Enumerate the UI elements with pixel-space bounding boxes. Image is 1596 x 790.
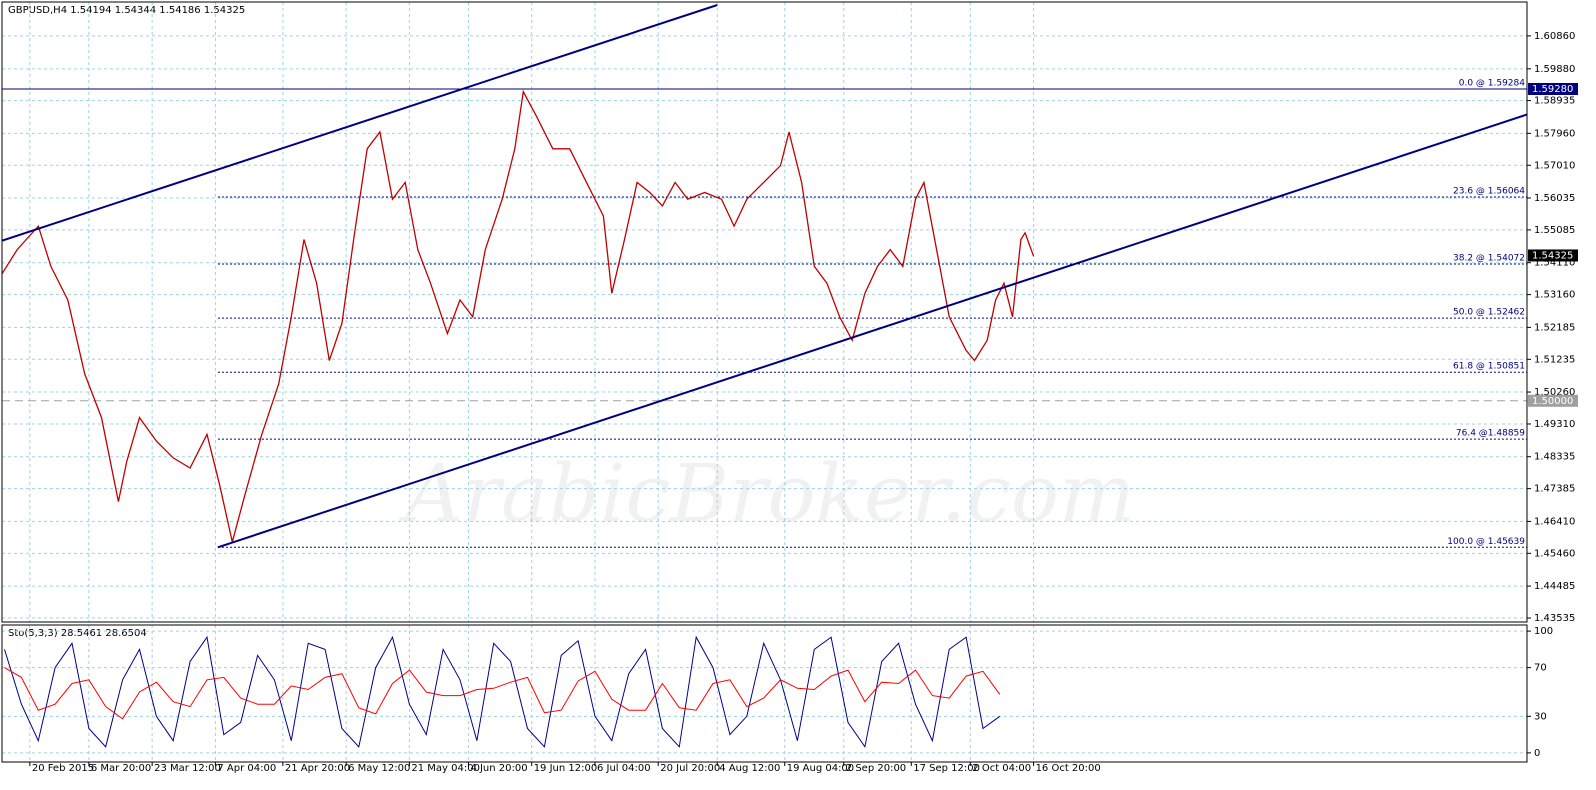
y-tick-label: 1.52185	[1534, 322, 1575, 333]
y-tick-label: 1.56035	[1534, 193, 1575, 204]
y-tick-label: 1.43535	[1534, 613, 1575, 624]
trendline	[2, 4, 718, 242]
panel-frame	[1, 624, 1528, 763]
x-tick-label: 20 Feb 2015	[32, 763, 94, 774]
y-tick-label: 1.53160	[1534, 290, 1575, 301]
x-tick-label: 6 Jul 04:00	[597, 763, 651, 774]
y-tick-label: 1.47385	[1534, 484, 1575, 495]
x-tick-label: 2 Oct 04:00	[972, 763, 1031, 774]
y-tick-label: 1.48335	[1534, 452, 1575, 463]
trendline	[217, 113, 1527, 549]
y-tick-label: 1.57010	[1534, 160, 1575, 171]
y-tick-label: 1.54110	[1534, 258, 1575, 269]
y-tick-label: 100	[1534, 626, 1553, 637]
price-box-label: 1.50000	[1532, 396, 1573, 407]
plot-area	[2, 2, 1527, 622]
oscillator-line	[4, 635, 1001, 749]
y-tick-label: 1.49310	[1534, 419, 1575, 430]
fib-label: 50.0 @ 1.52462	[1453, 308, 1525, 318]
y-tick-label: 1.51235	[1534, 354, 1575, 365]
x-tick-label: 23 Mar 12:00	[154, 763, 221, 774]
y-tick-label: 1.60860	[1534, 31, 1575, 42]
panel-frame	[1, 1, 1528, 623]
panel	[1, 624, 1528, 763]
fib-label: 100.0 @ 1.45639	[1447, 537, 1525, 547]
y-tick-label: 30	[1534, 711, 1547, 722]
x-tick-label: 16 Oct 20:00	[1036, 763, 1101, 774]
price-box	[1528, 249, 1578, 262]
price-box-label: 1.54325	[1532, 250, 1573, 261]
x-tick-label: 19 Aug 04:00	[787, 763, 854, 774]
x-tick-label: 4 Jun 20:00	[470, 763, 527, 774]
x-tick-label: 19 Jun 12:00	[534, 763, 598, 774]
y-tick-label: 1.50260	[1534, 387, 1575, 398]
y-tick-label: 1.46410	[1534, 516, 1575, 527]
x-tick-label: 2 Sep 20:00	[846, 763, 906, 774]
price-line	[2, 89, 1035, 543]
fib-label: 61.8 @ 1.50851	[1453, 362, 1525, 372]
y-tick-label: 70	[1534, 663, 1547, 674]
x-tick-label: 7 Apr 04:00	[217, 763, 276, 774]
x-tick-label: 6 Mar 20:00	[91, 763, 151, 774]
y-tick-label: 0	[1534, 748, 1540, 759]
x-tick-label: 4 Aug 12:00	[719, 763, 780, 774]
y-tick-label: 1.59880	[1534, 64, 1575, 75]
x-tick-label: 21 May 04:00	[411, 763, 480, 774]
oscillator-line	[4, 667, 1001, 720]
x-tick-label: 20 Jul 20:00	[660, 763, 720, 774]
x-tick-label: 17 Sep 12:00	[913, 763, 980, 774]
watermark: ArabicBroker.com	[398, 447, 1135, 540]
plot-area	[2, 625, 1527, 762]
x-tick-label: 6 May 12:00	[348, 763, 410, 774]
fib-label: 38.2 @ 1.54072	[1453, 253, 1525, 263]
y-tick-label: 1.58935	[1534, 96, 1575, 107]
y-tick-label: 1.57960	[1534, 128, 1575, 139]
price-box-label: 1.59280	[1532, 84, 1573, 95]
y-tick-label: 1.55085	[1534, 225, 1575, 236]
price-box	[1528, 82, 1578, 95]
fib-label: 0.0 @ 1.59284	[1459, 78, 1526, 88]
fib-label: 76.4 @1.48859	[1456, 429, 1525, 439]
panel	[1, 1, 1528, 623]
y-tick-label: 1.45460	[1534, 548, 1575, 559]
indicator-title: Sto(5,3,3) 28.5461 28.6504	[8, 628, 147, 639]
price-box	[1528, 394, 1578, 407]
y-tick-label: 1.44485	[1534, 581, 1575, 592]
x-tick-label: 21 Apr 20:00	[285, 763, 350, 774]
chart-title: GBPUSD,H4 1.54194 1.54344 1.54186 1.5432…	[8, 5, 245, 16]
fib-label: 23.6 @ 1.56064	[1453, 187, 1525, 197]
